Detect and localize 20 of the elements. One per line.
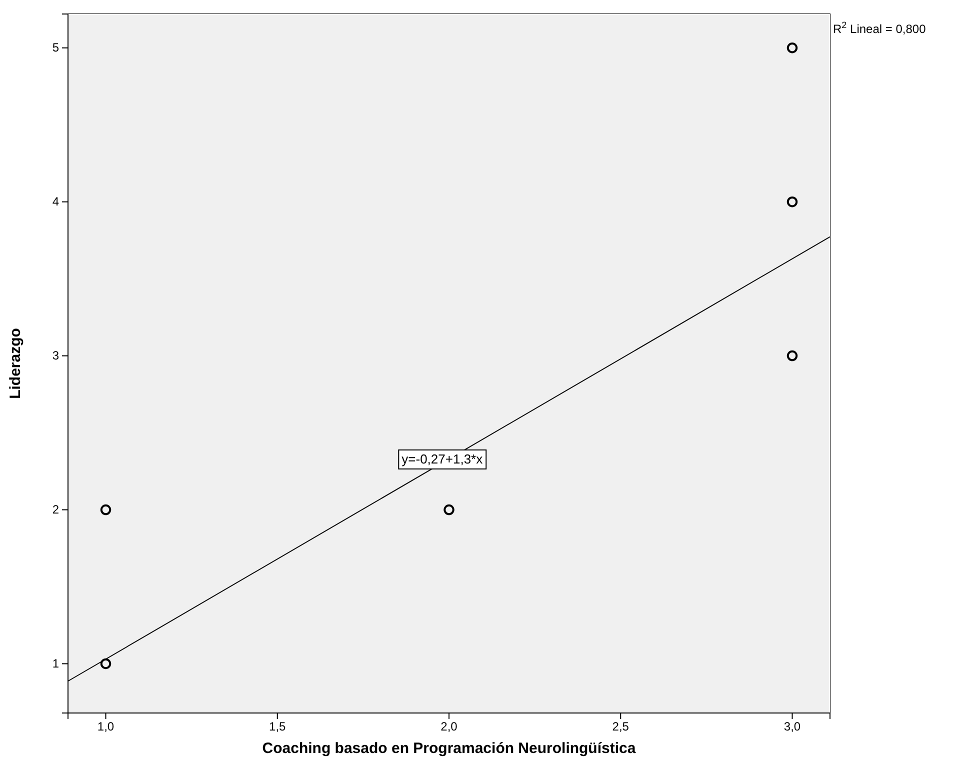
y-axis-title: Liderazgo	[7, 328, 24, 399]
y-tick-label: 3	[52, 348, 60, 363]
x-tick-label: 1,0	[97, 720, 114, 734]
text: R$^{2}$ Lineal = 0,800	[833, 20, 926, 36]
x-tick-label: 2,5	[612, 720, 630, 734]
y-tick-label: 4	[52, 194, 60, 209]
point	[100, 658, 112, 670]
point	[786, 196, 798, 208]
y-tick-label: 2	[52, 502, 60, 517]
x-axis-title: Coaching basado en Programación Neurolingüística	[262, 740, 636, 757]
annotation: y=-0,27+1,3*x	[402, 452, 484, 467]
x-tick-label: 3,0	[784, 720, 801, 734]
point	[786, 42, 798, 54]
y-tick-label: 5	[52, 40, 60, 55]
point	[444, 504, 454, 516]
point	[786, 350, 798, 362]
x-tick-label: 2,0	[440, 720, 458, 734]
x-tick-label: 1,5	[269, 720, 286, 734]
point	[100, 504, 112, 516]
y-tick-label: 1	[52, 656, 60, 671]
